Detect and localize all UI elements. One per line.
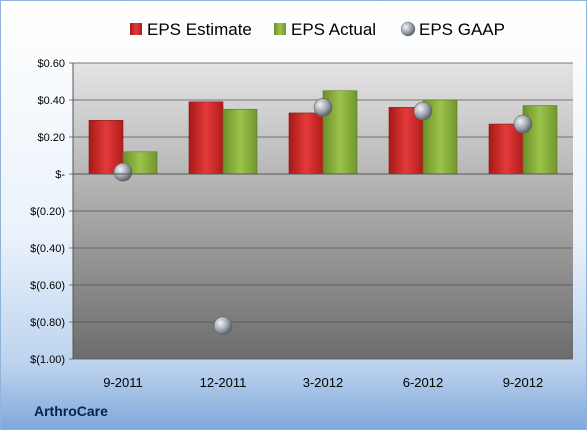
- y-tick-label: $0.20: [37, 132, 65, 144]
- y-tick-label: $-: [55, 169, 65, 181]
- y-tick-label: $(0.60): [30, 280, 65, 292]
- eps-actual-bar: [222, 108, 258, 175]
- y-tick-label: $(0.40): [30, 243, 65, 255]
- eps-actual-bar: [522, 105, 558, 175]
- legend: EPS Estimate EPS Actual EPS GAAP: [130, 20, 505, 39]
- eps-estimate-bar: [188, 101, 224, 175]
- eps-estimate-bar: [388, 107, 424, 175]
- legend-label: EPS Actual: [291, 20, 376, 39]
- y-tick-label: $0.60: [37, 58, 65, 70]
- eps-estimate-bar: [488, 123, 524, 175]
- x-tick-label: 6-2012: [403, 375, 443, 390]
- legend-swatch: [400, 21, 416, 37]
- legend-swatch: [274, 23, 286, 35]
- legend-label: EPS Estimate: [147, 20, 252, 39]
- legend-swatch: [130, 23, 142, 35]
- legend-label: EPS GAAP: [419, 20, 505, 39]
- eps-gaap-marker: [113, 162, 133, 182]
- y-tick-label: $(1.00): [30, 354, 65, 366]
- y-axis: $0.60 $0.40 $0.20 $- $(0.20) $(0.40) $(0.60) $(…: [30, 58, 74, 366]
- eps-gaap-marker: [213, 316, 233, 336]
- x-tick-label: 9-2011: [103, 375, 143, 390]
- eps-estimate-bar: [288, 112, 324, 175]
- y-tick-label: $(0.20): [30, 206, 65, 218]
- x-tick-label: 12-2011: [200, 375, 247, 390]
- eps-gaap-marker: [313, 98, 333, 117]
- x-axis: 9-2011 12-2011 3-2012 6-2012 9-2012: [73, 173, 573, 390]
- eps-gaap-marker: [513, 114, 533, 134]
- gaap-markers: [113, 98, 533, 336]
- company-name: ArthroCare: [34, 403, 108, 419]
- y-tick-label: $(0.80): [30, 317, 65, 329]
- x-tick-label: 9-2012: [503, 375, 543, 390]
- x-tick-label: 3-2012: [303, 375, 343, 390]
- eps-actual-bar: [322, 90, 358, 175]
- bars: [88, 90, 558, 175]
- eps-gaap-marker: [413, 101, 433, 121]
- y-tick-label: $0.40: [37, 95, 65, 107]
